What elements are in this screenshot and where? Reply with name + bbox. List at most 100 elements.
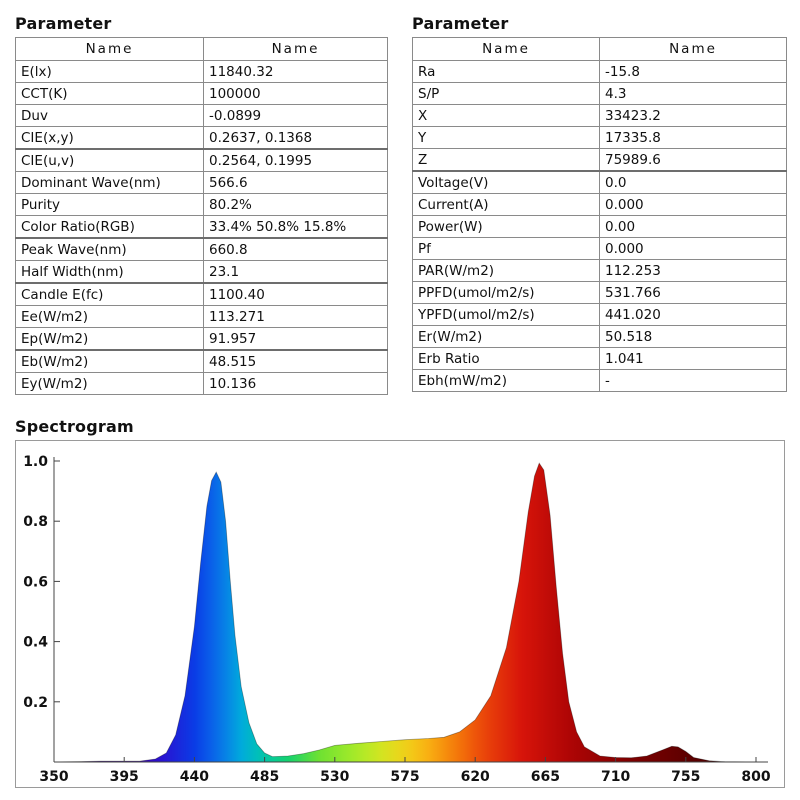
- parameter-name-cell: PAR(W/m2): [412, 259, 600, 282]
- table-row: Ey(W/m2) 10.136: [15, 372, 388, 395]
- table-row: Power(W) 0.00: [412, 215, 787, 238]
- y-tick-label: 1.0: [23, 454, 48, 470]
- parameter-name-cell: Erb Ratio: [412, 347, 600, 370]
- table-row: Candle E(fc) 1100.40: [15, 282, 388, 306]
- parameter-value-cell: 10.136: [203, 372, 388, 395]
- table-header-row: Name Name: [412, 37, 787, 61]
- table-row: Eb(W/m2) 48.515: [15, 349, 388, 373]
- parameter-name-cell: CIE(x,y): [15, 126, 204, 150]
- table-row: Half Width(nm) 23.1: [15, 260, 388, 284]
- parameter-name-cell: Power(W): [412, 215, 600, 238]
- x-tick-label: 665: [531, 769, 560, 785]
- parameter-value-cell: 0.000: [599, 237, 787, 260]
- parameter-name-cell: Voltage(V): [412, 170, 600, 194]
- parameter-name-cell: Half Width(nm): [15, 260, 204, 284]
- parameter-name-cell: Color Ratio(RGB): [15, 215, 204, 239]
- x-tick-label: 440: [180, 769, 209, 785]
- parameter-value-cell: 531.766: [599, 281, 787, 304]
- parameter-value-cell: 1100.40: [203, 282, 388, 306]
- table-row: YPFD(umol/m2/s) 441.020: [412, 303, 787, 326]
- column-header-value: Name: [203, 37, 388, 61]
- parameter-value-cell: 0.0: [599, 170, 787, 194]
- y-tick-label: 0.4: [23, 635, 48, 651]
- spectrum-line: [53, 462, 757, 763]
- table-row: E(lx) 11840.32: [15, 60, 388, 83]
- table-row: Duv -0.0899: [15, 104, 388, 127]
- parameter-value-cell: 441.020: [599, 303, 787, 326]
- table-row: Current(A) 0.000: [412, 193, 787, 216]
- parameter-value-cell: 50.518: [599, 325, 787, 348]
- parameter-name-cell: CIE(u,v): [15, 148, 204, 172]
- y-tick-label: 0.8: [23, 514, 48, 530]
- parameter-name-cell: Current(A): [412, 193, 600, 216]
- right-parameter-title: Parameter: [412, 14, 509, 33]
- parameter-value-cell: 4.3: [599, 82, 787, 105]
- parameter-name-cell: CCT(K): [15, 82, 204, 105]
- parameter-name-cell: S/P: [412, 82, 600, 105]
- x-tick-label: 530: [320, 769, 349, 785]
- y-tick-label: 0.6: [23, 574, 48, 590]
- table-row: CIE(u,v) 0.2564, 0.1995: [15, 148, 388, 172]
- parameter-name-cell: Purity: [15, 193, 204, 216]
- table-row: Ep(W/m2) 91.957: [15, 327, 388, 351]
- parameter-name-cell: Pf: [412, 237, 600, 260]
- parameter-value-cell: -0.0899: [203, 104, 388, 127]
- table-header-row: Name Name: [15, 37, 388, 61]
- parameter-name-cell: Ep(W/m2): [15, 327, 204, 351]
- parameter-name-cell: Duv: [15, 104, 204, 127]
- parameter-value-cell: 91.957: [203, 327, 388, 351]
- table-row: Er(W/m2) 50.518: [412, 325, 787, 348]
- y-tick-label: 0.2: [23, 695, 48, 711]
- parameter-value-cell: 660.8: [203, 237, 388, 261]
- x-tick-label: 350: [39, 769, 68, 785]
- table-row: Pf 0.000: [412, 237, 787, 260]
- spectrum-area: [54, 463, 756, 762]
- parameter-name-cell: Ee(W/m2): [15, 305, 204, 328]
- x-tick-label: 800: [741, 769, 770, 785]
- spectrogram-chart: 0.2 0.4 0.6 0.8 1.0 350 395 440 485 530 575 620 665 7…: [23, 454, 771, 785]
- parameter-name-cell: Eb(W/m2): [15, 349, 204, 373]
- parameter-value-cell: 100000: [203, 82, 388, 105]
- parameter-name-cell: Er(W/m2): [412, 325, 600, 348]
- parameter-value-cell: 17335.8: [599, 126, 787, 149]
- parameter-name-cell: Ebh(mW/m2): [412, 369, 600, 392]
- table-row: S/P 4.3: [412, 82, 787, 105]
- parameter-value-cell: 23.1: [203, 260, 388, 284]
- table-row: X 33423.2: [412, 104, 787, 127]
- table-row: Y 17335.8: [412, 126, 787, 149]
- spectrogram-chart-frame: 0.2 0.4 0.6 0.8 1.0 350 395 440 485 530 575 620 665 7…: [15, 440, 785, 788]
- left-parameter-title: Parameter: [15, 14, 112, 33]
- x-tick-label: 755: [671, 769, 700, 785]
- parameter-value-cell: -: [599, 369, 787, 392]
- table-row: Z 75989.6: [412, 148, 787, 172]
- x-tick-label: 485: [250, 769, 279, 785]
- parameter-value-cell: 75989.6: [599, 148, 787, 172]
- parameter-name-cell: Y: [412, 126, 600, 149]
- parameter-value-cell: 33.4% 50.8% 15.8%: [203, 215, 388, 239]
- parameter-value-cell: 80.2%: [203, 193, 388, 216]
- table-row: PAR(W/m2) 112.253: [412, 259, 787, 282]
- table-row: CCT(K) 100000: [15, 82, 388, 105]
- table-row: Voltage(V) 0.0: [412, 170, 787, 194]
- parameter-name-cell: Ey(W/m2): [15, 372, 204, 395]
- table-row: Dominant Wave(nm) 566.6: [15, 171, 388, 194]
- parameter-name-cell: PPFD(umol/m2/s): [412, 281, 600, 304]
- left-parameter-table: Name Name E(lx) 11840.32 CCT(K) 100000 Duv -0…: [15, 37, 388, 395]
- parameter-value-cell: 112.253: [599, 259, 787, 282]
- table-row: Color Ratio(RGB) 33.4% 50.8% 15.8%: [15, 215, 388, 239]
- table-row: Peak Wave(nm) 660.8: [15, 237, 388, 261]
- parameter-value-cell: 0.00: [599, 215, 787, 238]
- x-tick-label: 710: [601, 769, 630, 785]
- parameter-value-cell: 0.2637, 0.1368: [203, 126, 388, 150]
- parameter-value-cell: 48.515: [203, 349, 388, 373]
- column-header-value: Name: [599, 37, 787, 61]
- table-row: Ee(W/m2) 113.271: [15, 305, 388, 328]
- column-header-name: Name: [412, 37, 600, 61]
- parameter-name-cell: X: [412, 104, 600, 127]
- table-row: Ra -15.8: [412, 60, 787, 83]
- parameter-value-cell: 566.6: [203, 171, 388, 194]
- parameter-value-cell: 0.2564, 0.1995: [203, 148, 388, 172]
- parameter-value-cell: -15.8: [599, 60, 787, 83]
- column-header-name: Name: [15, 37, 204, 61]
- spectrogram-title: Spectrogram: [15, 417, 134, 436]
